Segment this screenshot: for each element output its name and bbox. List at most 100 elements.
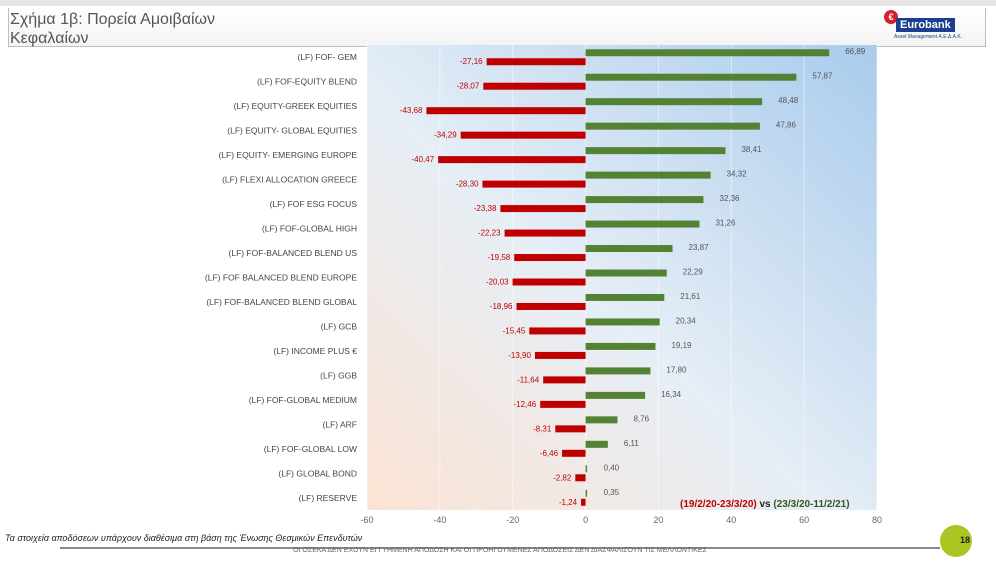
bar-positive	[585, 465, 588, 473]
data-label-negative: -13,90	[508, 351, 531, 360]
bar-positive	[585, 49, 830, 57]
x-tick-label: -40	[433, 515, 446, 525]
data-label-negative: -6,46	[540, 449, 559, 458]
legend-red: (19/2/20-23/3/20)	[680, 499, 757, 510]
data-label-negative: -2,82	[553, 473, 572, 482]
bar-negative	[534, 351, 586, 359]
category-label: (LF) FOF-GLOBAL MEDIUM	[249, 395, 357, 405]
data-label-positive: 31,26	[715, 219, 736, 228]
data-label-negative: -34,29	[434, 131, 457, 140]
data-label-positive: 22,29	[683, 268, 704, 277]
category-label: (LF) GGB	[320, 370, 357, 380]
bar-positive	[585, 98, 763, 106]
bar-positive	[585, 245, 673, 253]
logo-name: Eurobank	[896, 18, 955, 32]
category-label: (LF) FOF-GLOBAL LOW	[264, 444, 357, 454]
bar-negative	[438, 156, 586, 164]
bar-negative	[581, 498, 586, 506]
category-label: (LF) FOF-GLOBAL HIGH	[262, 224, 357, 234]
bar-negative	[540, 400, 586, 408]
data-label-negative: -12,46	[513, 400, 536, 409]
data-label-positive: 32,36	[719, 194, 740, 203]
bar-positive	[585, 196, 704, 204]
data-label-positive: 47,86	[776, 121, 797, 130]
bar-positive	[585, 147, 726, 155]
bar-negative	[575, 474, 586, 482]
x-tick-label: 40	[726, 515, 736, 525]
bar-positive	[585, 318, 660, 326]
bar-negative	[500, 205, 586, 213]
data-label-positive: 66,89	[845, 47, 866, 56]
data-label-negative: -23,38	[474, 204, 497, 213]
category-label: (LF) FLEXI ALLOCATION GREECE	[222, 175, 357, 185]
top-bar	[0, 0, 996, 6]
bar-negative	[426, 107, 586, 115]
bar-positive	[585, 171, 711, 179]
data-label-negative: -27,16	[460, 57, 483, 66]
bar-negative	[529, 327, 586, 335]
x-tick-label: 0	[583, 515, 588, 525]
data-label-negative: -43,68	[400, 106, 423, 115]
bar-negative	[504, 229, 586, 237]
bar-negative	[460, 131, 586, 139]
category-label: (LF) FOF-EQUITY BLEND	[257, 77, 357, 87]
category-label: (LF) FOF- GEM	[298, 52, 358, 62]
bar-negative	[514, 254, 586, 262]
eurobank-logo: € Eurobank Asset Management Α.Ε.Δ.Α.Κ.	[876, 10, 976, 46]
category-label: (LF) GLOBAL BOND	[278, 468, 357, 478]
footer-divider	[60, 547, 940, 549]
legend: (19/2/20-23/3/20) vs (23/3/20-11/2/21)	[680, 499, 850, 510]
bar-negative	[543, 376, 586, 384]
x-tick-label: 60	[799, 515, 809, 525]
bar-negative	[482, 180, 586, 188]
logo-subtitle: Asset Management Α.Ε.Δ.Α.Κ.	[894, 34, 963, 40]
category-label: (LF) FOF ESG FOCUS	[270, 199, 358, 209]
bar-negative	[486, 58, 586, 66]
category-label: (LF) EQUITY- EMERGING EUROPE	[218, 150, 357, 160]
data-label-positive: 21,61	[680, 292, 701, 301]
legend-vs: vs	[759, 499, 771, 510]
data-label-negative: -20,03	[486, 278, 509, 287]
data-label-negative: -28,07	[457, 82, 480, 91]
category-label: (LF) ARF	[323, 419, 357, 429]
bar-negative	[516, 302, 586, 310]
x-tick-label: 20	[653, 515, 663, 525]
data-label-negative: -22,23	[478, 229, 501, 238]
page-number: 18	[959, 535, 970, 545]
bar-positive	[585, 122, 760, 130]
data-label-positive: 16,34	[661, 390, 682, 399]
plot-area	[367, 45, 877, 510]
data-label-positive: 0,35	[604, 488, 620, 497]
category-label: (LF) GCB	[321, 321, 358, 331]
bar-negative	[512, 278, 586, 286]
data-label-negative: -19,58	[488, 253, 511, 262]
x-tick-label: -20	[506, 515, 519, 525]
data-label-positive: 0,40	[604, 463, 620, 472]
logo-icon: €	[884, 10, 898, 24]
bar-negative	[555, 425, 586, 433]
category-label: (LF) FOF BALANCED BLEND EUROPE	[205, 273, 357, 283]
category-label: (LF) RESERVE	[299, 493, 358, 503]
data-label-negative: -15,45	[503, 326, 526, 335]
data-label-positive: 34,32	[727, 170, 748, 179]
category-label: (LF) INCOME PLUS €	[273, 346, 357, 356]
data-label-positive: 48,48	[778, 96, 799, 105]
bar-positive	[585, 220, 700, 228]
data-label-negative: -1,24	[559, 498, 578, 507]
page-badge: 18	[940, 525, 972, 557]
bar-positive	[585, 391, 646, 399]
data-label-negative: -40,47	[411, 155, 434, 164]
category-label: (LF) EQUITY- GLOBAL EQUITIES	[227, 126, 357, 136]
data-label-positive: 38,41	[741, 145, 762, 154]
data-label-positive: 19,19	[671, 341, 692, 350]
bar-positive	[585, 489, 588, 497]
category-label: (LF) FOF-BALANCED BLEND US	[229, 248, 358, 258]
bar-positive	[585, 367, 651, 375]
bar-negative	[483, 82, 586, 90]
legend-green: (23/3/20-11/2/21)	[773, 499, 850, 510]
data-label-positive: 23,87	[689, 243, 710, 252]
bar-positive	[585, 293, 665, 301]
bar-positive	[585, 269, 667, 277]
bar-negative	[562, 449, 586, 457]
